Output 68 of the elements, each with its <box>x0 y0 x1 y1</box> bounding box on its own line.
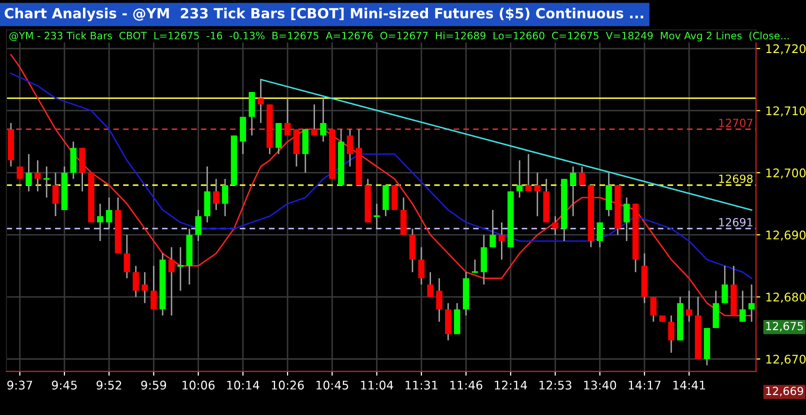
y-tick-label: 12,690 <box>766 230 806 241</box>
candlestick <box>213 178 220 211</box>
x-tick-label: 12:53 <box>540 380 572 390</box>
candlestick <box>16 166 23 180</box>
candlestick <box>578 166 586 186</box>
x-tick-label: 10:14 <box>227 380 260 390</box>
x-tick-label: 9:37 <box>7 380 32 390</box>
y-tick-label: 12,720 <box>766 44 806 54</box>
candlestick <box>525 153 532 192</box>
candlestick <box>490 209 496 248</box>
ref-line-label: 12691 <box>719 218 752 226</box>
x-tick-label: 13:40 <box>584 380 616 390</box>
candlestick <box>624 196 630 242</box>
candlestick <box>722 265 728 304</box>
y-tick-label: 12,710 <box>766 106 806 116</box>
candlestick <box>195 209 202 242</box>
candlestick <box>418 246 425 286</box>
candlestick <box>26 153 32 192</box>
text: 12,669 <box>766 386 804 396</box>
candlestick <box>142 271 148 304</box>
candlestick <box>222 178 228 217</box>
x-tick-label: 11:46 <box>450 380 482 390</box>
x-tick-label: 9:45 <box>52 380 77 390</box>
candlestick <box>552 215 558 236</box>
candlestick <box>740 290 746 322</box>
candlestick <box>427 271 434 298</box>
line-series <box>10 72 752 279</box>
candlestick <box>534 172 541 217</box>
ref-line-label: 12698 <box>719 174 753 183</box>
candlestick <box>668 314 674 354</box>
y-tick-label: 12,700 <box>766 168 806 179</box>
candlestick <box>132 265 139 298</box>
y-tick-label: 12,680 <box>766 292 806 303</box>
candlestick <box>498 222 505 260</box>
x-tick-label: 10:06 <box>182 380 215 390</box>
x-tick-label: 12:14 <box>494 380 527 390</box>
text: 12,675 <box>766 322 803 332</box>
candlestick <box>436 278 442 322</box>
candlestick <box>748 284 755 322</box>
candlestick <box>686 290 692 322</box>
candlestick <box>320 97 326 142</box>
chart-title: Chart Analysis - @YM 233 Tick Bars [CBOT] Mini-sized Futures ($5) Continuous ... <box>4 8 644 22</box>
x-tick-label: 11:04 <box>361 380 394 390</box>
candlestick <box>34 160 41 192</box>
candlestick <box>106 196 112 230</box>
candlestick <box>596 222 603 248</box>
candlestick <box>258 78 264 124</box>
candlestick <box>570 166 576 217</box>
candlestick <box>650 296 657 322</box>
candlestick <box>52 172 59 217</box>
x-tick-label: 14:41 <box>673 380 706 390</box>
candlestick <box>124 234 130 279</box>
candlestick <box>150 265 157 310</box>
candlestick <box>516 160 523 198</box>
candlestick <box>346 128 354 168</box>
chart-subtitle: @YM - 233 Tick Bars CBOT L=12675 -16 -0.13% B=12675 A=12676 O=12677 Hi=12689 Lo=12660 C=12675 V=18249 Mov Avg 2 Lines (Close... <box>9 32 789 42</box>
x-tick-label: 14:17 <box>628 380 660 390</box>
x-tick-label: 9:52 <box>96 380 122 390</box>
x-tick-label: 10:45 <box>316 380 348 390</box>
candlestick <box>284 97 291 136</box>
x-tick-label: 9:59 <box>141 380 166 390</box>
candlestick <box>168 246 175 316</box>
x-tick-label: 11:31 <box>406 380 438 390</box>
ref-line-label: 12707 <box>719 118 752 128</box>
candlestick <box>311 104 318 136</box>
x-tick-label: 10:26 <box>272 380 304 390</box>
candlestick <box>97 203 104 242</box>
y-tick-label: 12,670 <box>766 354 806 365</box>
